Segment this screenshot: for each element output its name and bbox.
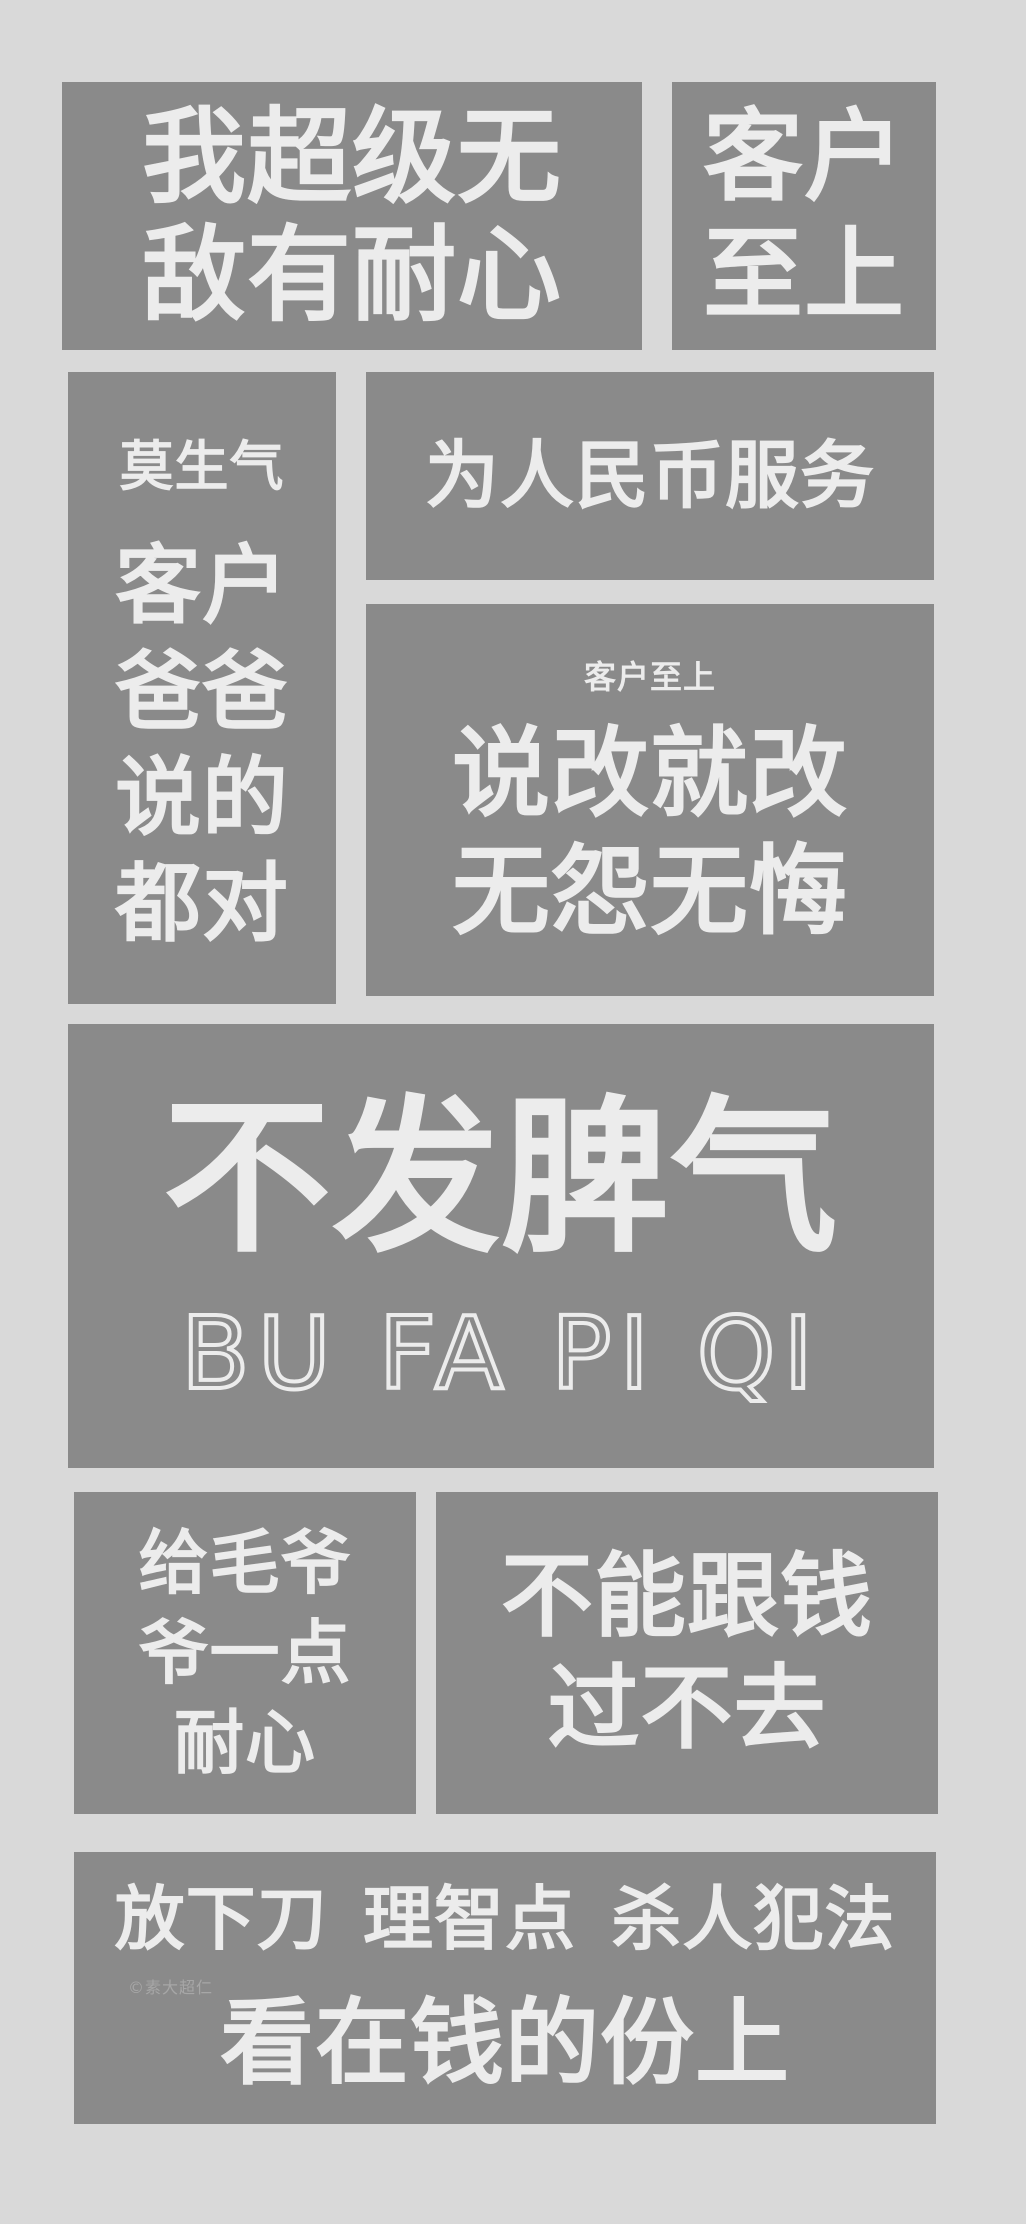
block-headline: 不发脾气: [163, 1080, 839, 1276]
text-block-change-on-request: 客户至上 说改就改 无怨无悔: [366, 604, 934, 996]
block-pinyin: BU FA PI QI: [179, 1293, 821, 1414]
block-text-line: 爷一点: [138, 1612, 352, 1694]
block-text-line: 说的: [115, 748, 289, 848]
block-text-line: 我超级无: [141, 96, 562, 218]
block-text-line: 爸爸: [115, 642, 289, 742]
block-text-line: 为人民币服务: [425, 433, 875, 519]
text-block-patience-for-money: 给毛爷 爷一点 耐心: [74, 1492, 416, 1814]
text-block-patience: 我超级无 敌有耐心: [62, 82, 642, 350]
text-block-customer-first: 客户 至上: [672, 82, 936, 350]
block-subtitle: 客户至上: [583, 658, 716, 696]
block-text-line: 客户: [703, 98, 905, 215]
text-block-dont-be-angry: 莫生气 客户 爸爸 说的 都对: [68, 372, 336, 1004]
text-block-for-the-money: 放下刀 理智点 杀人犯法 看在钱的份上 ©素大超仁: [74, 1852, 936, 2124]
block-text-line: 至上: [703, 216, 905, 333]
block-text-line: 都对: [115, 854, 289, 954]
watermark-text: ©素大超仁: [128, 1978, 214, 1997]
block-text-line: 看在钱的份上: [219, 1989, 790, 2098]
text-block-no-temper: 不发脾气 BU FA PI QI: [68, 1024, 934, 1468]
block-text-line: 说改就改: [451, 717, 848, 831]
text-block-serve-money: 为人民币服务: [366, 372, 934, 580]
block-text-line: 敌有耐心: [141, 214, 562, 336]
block-text-line: 放下刀 理智点 杀人犯法: [114, 1878, 896, 1960]
block-text-line: 过不去: [547, 1655, 827, 1762]
block-text-line: 给毛爷: [138, 1522, 352, 1604]
block-text-line: 客户: [115, 536, 289, 636]
block-text-line: 不能跟钱: [500, 1543, 873, 1650]
block-text-line: 耐心: [174, 1702, 316, 1784]
block-text-line: 无怨无悔: [451, 835, 848, 949]
block-subtitle: 莫生气: [119, 435, 285, 498]
text-block-cant-fight-money: 不能跟钱 过不去: [436, 1492, 938, 1814]
